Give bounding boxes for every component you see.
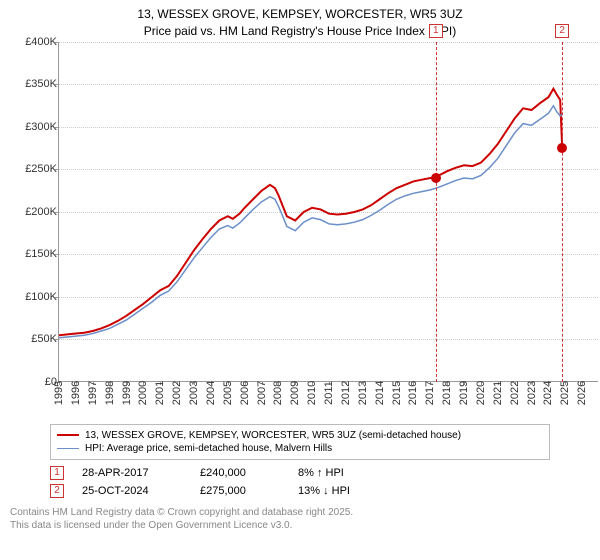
y-axis-label: £150K — [25, 248, 57, 260]
x-axis-label: 2021 — [492, 380, 504, 404]
x-axis-label: 1997 — [87, 380, 99, 404]
series-line — [59, 88, 562, 335]
y-axis-label: £200K — [25, 206, 57, 218]
y-axis-label: £350K — [25, 78, 57, 90]
x-axis-label: 2016 — [407, 380, 419, 404]
x-axis-label: 1995 — [53, 380, 65, 404]
y-axis-label: £100K — [25, 291, 57, 303]
series-line — [59, 105, 562, 337]
x-axis-label: 2009 — [289, 380, 301, 404]
legend-swatch — [57, 434, 79, 436]
x-axis-label: 2005 — [222, 380, 234, 404]
x-axis-label: 2026 — [576, 380, 588, 404]
x-axis-label: 2003 — [188, 380, 200, 404]
sale-marker-dot — [557, 143, 567, 153]
x-axis-label: 2018 — [441, 380, 453, 404]
x-axis-label: 1998 — [104, 380, 116, 404]
x-axis-label: 2012 — [340, 380, 352, 404]
x-axis-label: 2002 — [171, 380, 183, 404]
legend-swatch — [57, 448, 79, 449]
x-axis-label: 2020 — [475, 380, 487, 404]
sale-price: £275,000 — [200, 485, 280, 497]
x-axis-label: 2015 — [391, 380, 403, 404]
title-line-2: Price paid vs. HM Land Registry's House … — [0, 23, 600, 40]
legend-label: 13, WESSEX GROVE, KEMPSEY, WORCESTER, WR… — [85, 430, 461, 441]
sale-delta: 8% ↑ HPI — [298, 467, 344, 479]
sale-marker-line — [436, 42, 437, 382]
x-axis-label: 2022 — [509, 380, 521, 404]
footer-line-2: This data is licensed under the Open Gov… — [10, 519, 590, 532]
x-axis-label: 2024 — [542, 380, 554, 404]
sale-number-box: 2 — [50, 484, 64, 498]
legend-label: HPI: Average price, semi-detached house,… — [85, 443, 332, 454]
sale-date: 28-APR-2017 — [82, 467, 182, 479]
y-axis-label: £300K — [25, 121, 57, 133]
lines-svg — [59, 42, 599, 382]
x-axis-label: 2013 — [357, 380, 369, 404]
x-axis-label: 2006 — [239, 380, 251, 404]
x-axis-label: 2017 — [424, 380, 436, 404]
footer-line-1: Contains HM Land Registry data © Crown c… — [10, 506, 590, 519]
x-axis-label: 1996 — [70, 380, 82, 404]
x-axis-label: 2001 — [154, 380, 166, 404]
legend-item: HPI: Average price, semi-detached house,… — [57, 442, 543, 455]
sale-marker-number: 2 — [555, 24, 569, 38]
x-axis-label: 2007 — [256, 380, 268, 404]
sale-date: 25-OCT-2024 — [82, 485, 182, 497]
y-axis-label: £400K — [25, 36, 57, 48]
x-axis-label: 2011 — [323, 381, 335, 405]
x-axis-label: 2010 — [306, 380, 318, 404]
sale-row: 2 25-OCT-2024 £275,000 13% ↓ HPI — [50, 482, 550, 500]
y-axis-label: £50K — [31, 333, 57, 345]
x-axis-label: 2004 — [205, 380, 217, 404]
sales-table: 1 28-APR-2017 £240,000 8% ↑ HPI 2 25-OCT-2024… — [50, 464, 550, 500]
x-axis-label: 2014 — [374, 380, 386, 404]
sale-delta: 13% ↓ HPI — [298, 485, 350, 497]
sale-price: £240,000 — [200, 467, 280, 479]
x-axis-label: 2019 — [458, 380, 470, 404]
sale-marker-line — [562, 42, 563, 382]
legend: 13, WESSEX GROVE, KEMPSEY, WORCESTER, WR… — [50, 424, 550, 460]
x-axis-label: 2008 — [272, 380, 284, 404]
x-axis-label: 2025 — [559, 380, 571, 404]
legend-item: 13, WESSEX GROVE, KEMPSEY, WORCESTER, WR… — [57, 429, 543, 442]
sale-row: 1 28-APR-2017 £240,000 8% ↑ HPI — [50, 464, 550, 482]
sale-number-box: 1 — [50, 466, 64, 480]
title-line-1: 13, WESSEX GROVE, KEMPSEY, WORCESTER, WR… — [0, 6, 600, 23]
x-axis-label: 2000 — [137, 380, 149, 404]
y-axis-label: £250K — [25, 163, 57, 175]
x-axis-label: 2023 — [526, 380, 538, 404]
x-axis-label: 1999 — [121, 380, 133, 404]
sale-marker-dot — [431, 173, 441, 183]
footer: Contains HM Land Registry data © Crown c… — [10, 506, 590, 532]
sale-marker-number: 1 — [429, 24, 443, 38]
chart-title: 13, WESSEX GROVE, KEMPSEY, WORCESTER, WR… — [0, 0, 600, 42]
chart-area: £0£50K£100K£150K£200K£250K£300K£350K£400… — [8, 42, 592, 418]
plot-region: £0£50K£100K£150K£200K£250K£300K£350K£400… — [58, 42, 598, 382]
